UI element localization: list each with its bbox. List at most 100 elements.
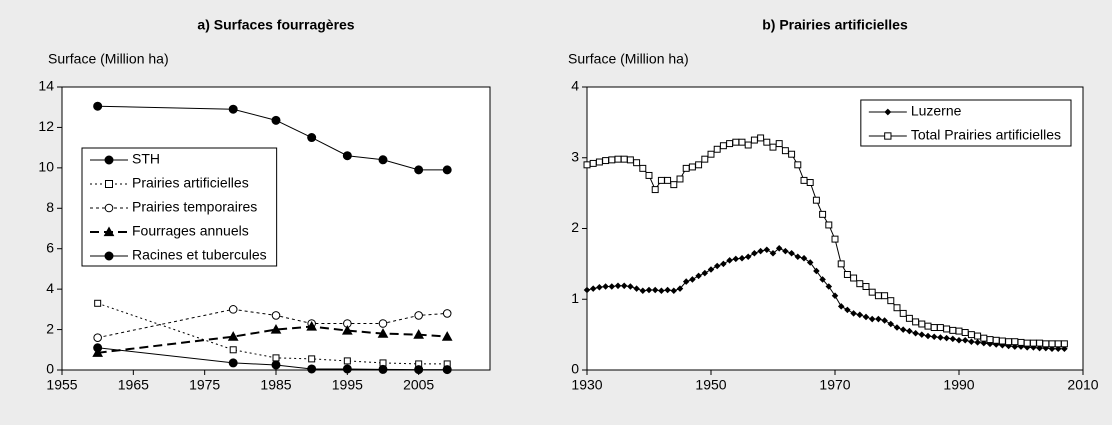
marker: [307, 133, 317, 143]
marker: [442, 309, 452, 318]
marker: [620, 282, 628, 290]
marker: [980, 334, 988, 342]
marker: [1060, 340, 1068, 348]
marker: [912, 318, 920, 326]
marker: [794, 161, 802, 169]
marker: [788, 150, 796, 158]
marker: [602, 283, 609, 290]
chart-title: a) Surfaces fourragères: [197, 17, 354, 33]
legend-label: Total Prairies artificielles: [911, 127, 1061, 143]
y-tick-label: 12: [38, 118, 54, 134]
marker: [229, 346, 237, 354]
x-tick-label: 1955: [46, 377, 77, 393]
y-tick-label: 3: [571, 148, 579, 164]
marker: [639, 164, 647, 172]
marker: [788, 250, 795, 257]
marker: [732, 138, 740, 146]
marker: [986, 336, 994, 344]
marker: [856, 280, 864, 288]
marker: [308, 355, 316, 363]
marker: [442, 165, 452, 175]
x-tick-label: 1985: [260, 377, 291, 393]
marker: [862, 313, 870, 321]
marker: [608, 283, 616, 290]
legend-label: Luzerne: [911, 103, 962, 119]
y-tick-label: 6: [46, 239, 54, 255]
marker: [930, 333, 938, 341]
legend-label: Prairies artificielles: [132, 175, 249, 191]
marker: [912, 329, 919, 337]
marker: [775, 140, 783, 148]
marker: [750, 136, 758, 144]
marker: [738, 138, 746, 146]
legend-marker: [884, 108, 892, 116]
marker: [1054, 340, 1062, 348]
legend-marker: [104, 155, 114, 165]
marker: [887, 297, 895, 305]
series-line: [97, 308, 448, 339]
legend-label: Fourrages annuels: [132, 223, 249, 239]
marker: [1061, 345, 1068, 353]
legend-label: STH: [132, 151, 160, 167]
marker: [732, 255, 740, 263]
y-tick-label: 4: [571, 78, 579, 94]
legend-label: Prairies temporaires: [132, 199, 257, 215]
marker: [707, 150, 715, 158]
marker: [645, 171, 653, 179]
marker: [720, 260, 727, 268]
marker: [1005, 338, 1013, 346]
marker: [974, 339, 981, 346]
marker: [93, 343, 103, 353]
marker: [270, 324, 282, 334]
marker: [583, 286, 591, 294]
x-tick-label: 1950: [695, 377, 726, 393]
marker: [967, 331, 975, 339]
marker: [713, 262, 721, 270]
y-tick-label: 4: [46, 280, 54, 296]
chart-title: b) Prairies artificielles: [762, 17, 908, 33]
marker: [651, 286, 659, 294]
marker: [726, 140, 734, 148]
series-line: [97, 325, 448, 354]
marker: [998, 337, 1006, 345]
marker: [620, 155, 628, 163]
legend-box: [81, 147, 278, 267]
marker: [701, 269, 709, 277]
x-tick-label: 2010: [1067, 377, 1098, 393]
marker: [633, 159, 641, 167]
marker: [228, 305, 238, 314]
marker: [757, 134, 765, 142]
marker: [627, 283, 634, 290]
y-axis-label: Surface (Million ha): [568, 51, 689, 67]
marker: [937, 334, 944, 341]
marker: [682, 278, 690, 285]
marker: [633, 285, 640, 292]
marker: [1048, 340, 1056, 348]
y-tick-label: 2: [46, 320, 54, 336]
marker: [595, 158, 603, 166]
marker: [378, 364, 388, 374]
y-tick-label: 0: [46, 361, 54, 377]
x-tick-label: 1930: [571, 377, 602, 393]
marker: [596, 283, 603, 291]
marker: [342, 151, 352, 161]
marker: [343, 357, 351, 365]
marker: [881, 317, 888, 324]
marker: [794, 253, 802, 261]
marker: [92, 347, 104, 357]
marker: [664, 176, 672, 184]
legend-marker: [104, 251, 114, 261]
marker: [271, 360, 281, 370]
marker: [1036, 339, 1044, 347]
marker: [918, 320, 926, 328]
marker: [887, 320, 895, 328]
marker: [589, 159, 597, 167]
marker: [893, 324, 901, 331]
marker: [719, 142, 727, 150]
marker: [1017, 338, 1025, 346]
marker: [874, 292, 882, 300]
marker: [961, 337, 969, 344]
marker: [936, 324, 944, 332]
marker: [837, 260, 845, 268]
